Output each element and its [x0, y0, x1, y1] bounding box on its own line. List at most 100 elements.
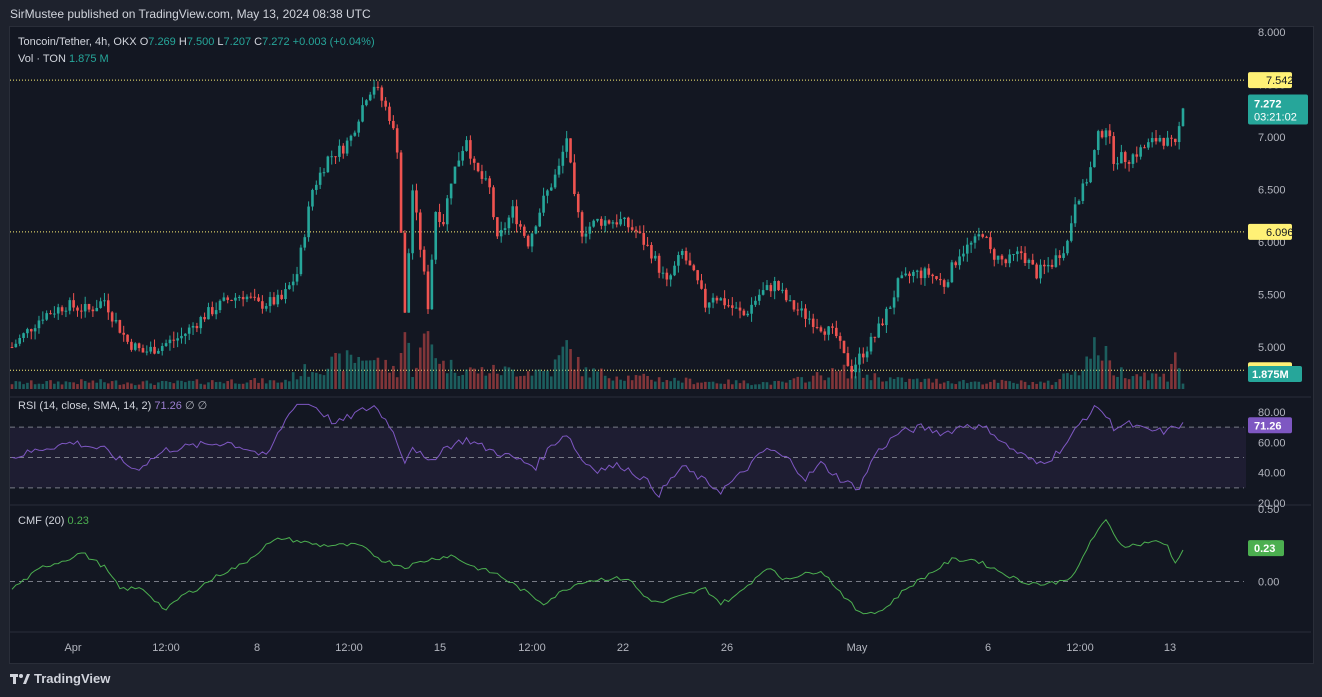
candle-body — [630, 227, 634, 230]
volume-bar — [268, 380, 272, 389]
candle-body — [430, 259, 434, 310]
volume-bar — [1073, 371, 1077, 389]
volume-bar — [557, 355, 561, 389]
candle-body — [126, 334, 129, 342]
candle-body — [846, 353, 850, 366]
volume-bar — [241, 383, 245, 389]
volume-bar — [950, 383, 954, 389]
candle-body — [492, 187, 495, 218]
volume-bar — [754, 384, 757, 389]
volume-label[interactable]: Vol · TON — [18, 53, 66, 65]
volume-bar — [781, 381, 784, 389]
volume-bar — [291, 372, 295, 389]
symbol-name[interactable]: Toncoin/Tether, 4h, OKX — [18, 36, 137, 48]
volume-bar — [796, 376, 800, 389]
candle-body — [869, 336, 873, 352]
volume-bar — [1139, 376, 1142, 389]
volume-bar — [896, 377, 900, 389]
candle-body — [133, 343, 137, 350]
rsi-legend: RSI (14, close, SMA, 14, 2) 71.26 ∅ ∅ — [18, 399, 207, 412]
volume-bar — [765, 382, 769, 389]
volume-bar — [311, 372, 314, 389]
volume-bar — [546, 370, 549, 389]
candle-body — [118, 320, 122, 333]
volume-bar — [211, 380, 214, 389]
volume-bar — [653, 381, 657, 389]
candle-body — [773, 281, 776, 292]
volume-bar — [299, 376, 303, 389]
volume-bar — [734, 380, 738, 389]
candle-body — [218, 300, 222, 311]
volume-bar — [565, 340, 568, 389]
candle-body — [1162, 137, 1166, 146]
volume-bar — [457, 376, 461, 389]
candle-body — [1158, 137, 1162, 142]
candle-body — [769, 285, 773, 292]
rsi-label[interactable]: RSI (14, close, SMA, 14, 2) — [18, 400, 152, 412]
candle-body — [927, 268, 931, 275]
volume-bar — [1104, 345, 1108, 389]
volume-bar — [37, 383, 41, 389]
price-tick-label: 6.000 — [1258, 237, 1286, 249]
candle-body — [653, 255, 657, 259]
volume-bar — [1016, 383, 1019, 389]
time-tick-label: 26 — [721, 642, 733, 654]
candle-body — [392, 120, 395, 129]
candle-body — [1004, 259, 1008, 264]
volume-bar — [1147, 380, 1150, 389]
volume-bar — [137, 384, 141, 389]
candle-body — [415, 190, 418, 213]
time-tick-label: May — [847, 642, 868, 654]
candle-body — [842, 340, 846, 354]
candle-body — [642, 233, 646, 245]
time-tick-label: 12:00 — [1066, 642, 1094, 654]
candle-body — [757, 294, 761, 301]
cmf-label[interactable]: CMF (20) — [18, 515, 65, 527]
volume-bar — [214, 382, 218, 389]
candle-body — [835, 327, 838, 337]
candle-body — [965, 244, 969, 254]
volume-bar — [469, 367, 472, 389]
candle-body — [877, 323, 880, 338]
footer-brand[interactable]: TradingView — [10, 671, 110, 686]
volume-bar — [642, 373, 646, 389]
candle-body — [661, 272, 665, 274]
candle-body — [1147, 142, 1150, 148]
candle-body — [276, 294, 280, 305]
candle-body — [37, 320, 41, 329]
chart-frame[interactable] — [9, 26, 1314, 664]
volume-bar — [288, 381, 291, 389]
candle-body — [1135, 154, 1139, 157]
candle-body — [114, 320, 118, 322]
volume-bar — [426, 331, 430, 389]
candle-body — [1035, 264, 1038, 279]
candle-body — [680, 250, 684, 256]
candle-body — [634, 229, 638, 232]
volume-bar — [33, 384, 37, 389]
volume-bar — [992, 379, 996, 389]
volume-bar — [727, 379, 730, 389]
volume-bar — [80, 379, 83, 389]
time-tick-label: 22 — [617, 642, 629, 654]
volume-bar — [264, 383, 268, 389]
volume-bar — [284, 379, 287, 389]
price-tick-label: 8.000 — [1258, 27, 1286, 39]
candle-body — [434, 212, 438, 260]
candle-body — [160, 346, 164, 351]
candle-body — [53, 313, 56, 315]
candle-body — [1093, 150, 1096, 168]
volume-bar — [942, 382, 946, 389]
candle-body — [103, 300, 106, 302]
close-value: 7.272 — [262, 36, 290, 48]
volume-bar — [892, 378, 896, 389]
volume-bar — [800, 377, 803, 389]
volume-bar — [996, 382, 1000, 389]
volume-bar — [226, 381, 230, 389]
candle-body — [22, 333, 25, 338]
candle-body — [707, 302, 711, 308]
volume-bar — [981, 384, 984, 389]
candle-body — [145, 351, 149, 353]
candle-body — [237, 297, 241, 299]
volume-bar — [526, 371, 530, 389]
